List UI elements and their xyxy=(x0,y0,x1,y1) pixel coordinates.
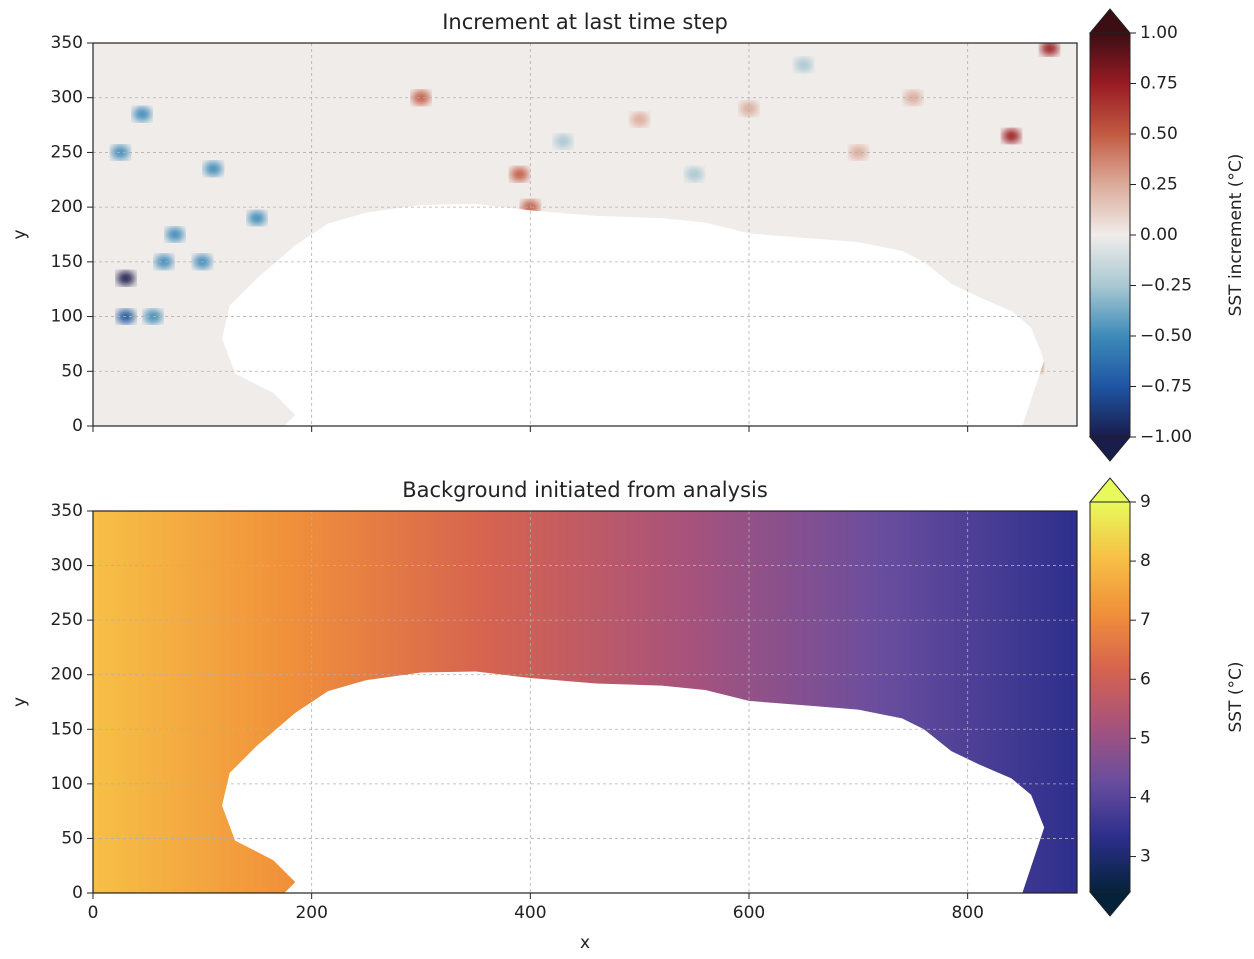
colorbar-extend-bottom xyxy=(1090,892,1130,916)
anomaly xyxy=(849,145,867,159)
colorbar-tick-label: 0.75 xyxy=(1140,74,1178,94)
colorbar xyxy=(1090,502,1130,892)
anomaly xyxy=(111,145,129,159)
anomaly xyxy=(1002,129,1020,143)
y-axis-label: y xyxy=(10,229,30,239)
anomaly xyxy=(554,134,572,148)
y-tick-label: 200 xyxy=(51,665,83,685)
y-tick-label: 50 xyxy=(61,828,83,848)
colorbar-tick-label: −0.75 xyxy=(1140,377,1192,397)
anomaly xyxy=(248,211,266,225)
anomaly xyxy=(510,167,528,181)
anomaly xyxy=(685,167,703,181)
x-tick-label: 800 xyxy=(951,903,983,923)
y-tick-label: 350 xyxy=(51,501,83,521)
colorbar-tick-label: −1.00 xyxy=(1140,427,1192,447)
colorbar-extend-top xyxy=(1090,478,1130,502)
colorbar-tick-label: 0.50 xyxy=(1140,124,1178,144)
y-tick-label: 300 xyxy=(51,556,83,576)
colorbar-tick-label: 7 xyxy=(1140,610,1151,630)
colorbar-tick-label: −0.25 xyxy=(1140,276,1192,296)
y-tick-label: 200 xyxy=(51,197,83,217)
anomaly xyxy=(117,271,135,285)
x-tick-label: 400 xyxy=(514,903,546,923)
y-tick-label: 150 xyxy=(51,719,83,739)
y-tick-label: 150 xyxy=(51,252,83,272)
y-tick-label: 300 xyxy=(51,88,83,108)
colorbar-tick-label: 5 xyxy=(1140,728,1151,748)
x-tick-label: 200 xyxy=(295,903,327,923)
colorbar-tick-label: 0.00 xyxy=(1140,225,1178,245)
y-tick-label: 250 xyxy=(51,610,83,630)
y-tick-label: 100 xyxy=(51,774,83,794)
colorbar-tick-label: 4 xyxy=(1140,787,1151,807)
colorbar-tick-label: 6 xyxy=(1140,669,1151,689)
colorbar-tick-label: 8 xyxy=(1140,551,1151,571)
field xyxy=(93,511,1077,893)
anomaly xyxy=(631,113,649,127)
colorbar-tick-label: 3 xyxy=(1140,847,1151,867)
colorbar-label: SST increment (°C) xyxy=(1226,154,1246,317)
y-tick-label: 350 xyxy=(51,33,83,53)
colorbar-tick-label: 1.00 xyxy=(1140,23,1178,43)
figure: 050100150200250300350Increment at last t… xyxy=(0,0,1254,955)
anomaly xyxy=(155,255,173,269)
y-tick-label: 50 xyxy=(61,361,83,381)
y-axis-label: y xyxy=(10,697,30,707)
colorbar-tick-label: 9 xyxy=(1140,492,1151,512)
x-tick-label: 0 xyxy=(88,903,99,923)
y-tick-label: 0 xyxy=(72,883,83,903)
chart-title: Increment at last time step xyxy=(442,10,728,34)
y-tick-label: 0 xyxy=(72,416,83,436)
anomaly xyxy=(166,228,184,242)
x-axis-label: x xyxy=(580,933,590,953)
colorbar-tick-label: 0.25 xyxy=(1140,175,1178,195)
anomaly xyxy=(412,91,430,105)
field xyxy=(93,41,1077,427)
x-tick-label: 600 xyxy=(733,903,765,923)
colorbar-extend-bottom xyxy=(1090,437,1130,461)
anomaly xyxy=(904,91,922,105)
anomaly xyxy=(204,162,222,176)
colorbar-tick-label: −0.50 xyxy=(1140,326,1192,346)
chart-title: Background initiated from analysis xyxy=(402,478,768,502)
y-tick-label: 250 xyxy=(51,142,83,162)
colorbar-label: SST (°C) xyxy=(1226,661,1246,732)
anomaly xyxy=(795,58,813,72)
anomaly xyxy=(133,107,151,121)
colorbar xyxy=(1090,33,1130,437)
colorbar-extend-top xyxy=(1090,9,1130,33)
y-tick-label: 100 xyxy=(51,307,83,327)
